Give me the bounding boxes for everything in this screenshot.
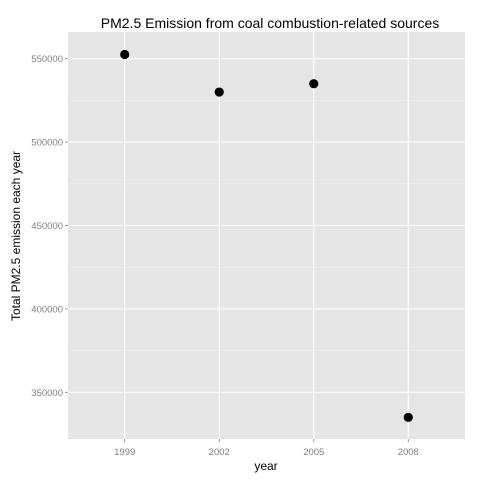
y-tick-label: 400000 xyxy=(31,304,63,315)
x-tick-label: 2002 xyxy=(209,447,230,458)
y-tick-label: 500000 xyxy=(31,138,63,149)
data-point xyxy=(214,87,224,97)
x-tick-label: 2005 xyxy=(303,447,324,458)
chart-title: PM2.5 Emission from coal combustion-rela… xyxy=(101,15,439,31)
x-axis-title: year xyxy=(254,459,277,473)
y-tick-label: 450000 xyxy=(31,221,63,232)
y-tick-label: 350000 xyxy=(31,388,63,399)
y-axis-ticks: 350000 400000 450000 500000 550000 xyxy=(31,54,68,399)
grid xyxy=(68,32,465,439)
data-point xyxy=(403,412,413,422)
plot-panel xyxy=(68,32,465,439)
data-point xyxy=(309,79,319,89)
data-point xyxy=(120,49,130,60)
x-tick-label: 2008 xyxy=(398,447,419,458)
x-tick-label: 1999 xyxy=(114,447,135,458)
x-axis-ticks: 1999 2002 2005 2008 xyxy=(114,439,419,458)
y-axis-title: Total PM2.5 emission each year xyxy=(9,151,23,321)
data-points xyxy=(120,49,413,422)
y-tick-label: 550000 xyxy=(31,54,63,65)
